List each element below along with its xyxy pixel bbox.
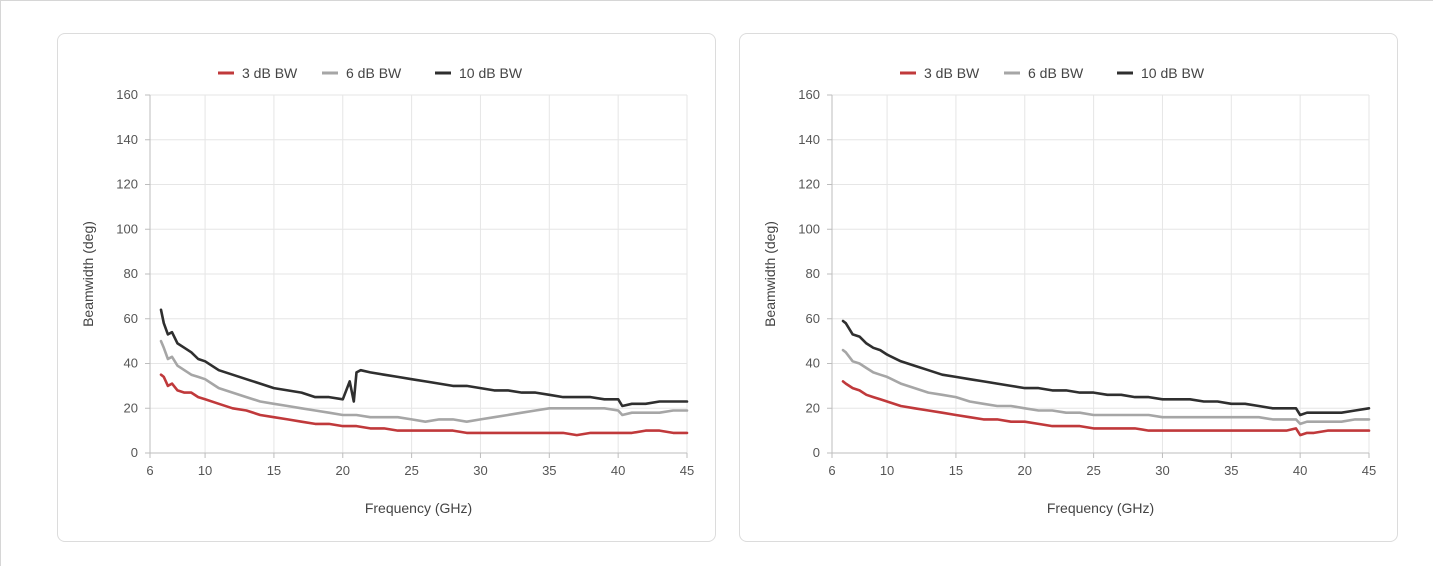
x-tick-label: 6 (828, 463, 835, 478)
y-tick-label: 40 (124, 356, 138, 371)
x-tick-label: 25 (1086, 463, 1100, 478)
legend-label: 10 dB BW (459, 65, 523, 81)
x-axis-title: Frequency (GHz) (1047, 500, 1154, 516)
grid (831, 94, 1370, 454)
y-tick-label: 140 (116, 132, 138, 147)
x-tick-label: 10 (198, 463, 212, 478)
series-line-3-db-bw (159, 373, 689, 437)
y-tick-label: 0 (131, 445, 138, 460)
x-tick-label: 35 (542, 463, 556, 478)
y-tick-label: 100 (798, 221, 820, 236)
x-tick-label: 10 (880, 463, 894, 478)
y-tick-label: 160 (116, 87, 138, 102)
x-axis-title: Frequency (GHz) (365, 500, 472, 516)
x-tick-label: 35 (1224, 463, 1238, 478)
legend-label: 6 dB BW (1028, 65, 1084, 81)
y-tick-label: 120 (116, 177, 138, 192)
x-tick-label: 20 (336, 463, 350, 478)
y-tick-label: 20 (806, 400, 820, 415)
y-tick-label: 80 (124, 266, 138, 281)
x-tick-label: 30 (473, 463, 487, 478)
series-line-10-db-bw (841, 319, 1371, 417)
legend-label: 3 dB BW (924, 65, 980, 81)
y-tick-label: 60 (806, 311, 820, 326)
legend: 3 dB BW 6 dB BW 10 dB BW (218, 65, 523, 81)
chart-right: 0 20 40 60 80 100 120 140 160 6 10 15 20 25 30 35 40 45 Fr… (762, 65, 1376, 516)
y-tick-label: 120 (798, 177, 820, 192)
series-line-3-db-bw (841, 380, 1371, 437)
x-tick-label: 30 (1155, 463, 1169, 478)
x-tick-label: 25 (404, 463, 418, 478)
y-tick-label: 40 (806, 356, 820, 371)
legend: 3 dB BW 6 dB BW 10 dB BW (900, 65, 1205, 81)
x-tick-label: 40 (611, 463, 625, 478)
chart-left: 0 20 40 60 80 100 120 140 160 6 10 15 20 25 30 35 40 45 Fr… (80, 65, 694, 516)
x-tick-label: 40 (1293, 463, 1307, 478)
x-tick-label: 15 (949, 463, 963, 478)
chart-panel-right: 0 20 40 60 80 100 120 140 160 6 10 15 20 25 30 35 40 45 Fr… (739, 33, 1398, 542)
y-tick-label: 100 (116, 221, 138, 236)
y-tick-label: 60 (124, 311, 138, 326)
series-line-10-db-bw (159, 308, 689, 408)
legend-label: 10 dB BW (1141, 65, 1205, 81)
x-tick-label: 45 (1362, 463, 1376, 478)
x-tick-label: 20 (1018, 463, 1032, 478)
y-axis-title: Beamwidth (deg) (80, 221, 96, 327)
y-tick-label: 160 (798, 87, 820, 102)
chart-panel-left: 0 20 40 60 80 100 120 140 160 6 10 15 20 25 30 35 40 45 Fr… (57, 33, 716, 542)
y-tick-label: 80 (806, 266, 820, 281)
x-tick-label: 15 (267, 463, 281, 478)
x-tick-label: 45 (680, 463, 694, 478)
y-tick-label: 140 (798, 132, 820, 147)
x-tick-label: 6 (146, 463, 153, 478)
legend-label: 6 dB BW (346, 65, 402, 81)
y-axis-title: Beamwidth (deg) (762, 221, 778, 327)
y-tick-label: 20 (124, 400, 138, 415)
series-line-6-db-bw (841, 348, 1371, 426)
legend-label: 3 dB BW (242, 65, 298, 81)
y-tick-label: 0 (813, 445, 820, 460)
series-line-6-db-bw (159, 339, 689, 423)
